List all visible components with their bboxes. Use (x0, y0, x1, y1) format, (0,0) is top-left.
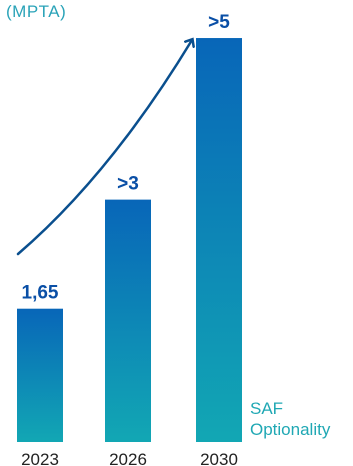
trend-arrow (16, 40, 192, 256)
unit-label: (MPTA) (6, 2, 67, 21)
value-label-2026: >3 (117, 174, 139, 195)
value-label-2023: 1,65 (22, 283, 59, 304)
bar-2026 (105, 199, 151, 442)
x-tick-label-2030: 2030 (200, 450, 238, 466)
x-tick-label-2026: 2026 (109, 450, 147, 466)
bar-2030 (196, 38, 242, 442)
saf-annotation-line-2: Optionality (250, 420, 331, 439)
x-tick-label-2023: 2023 (21, 450, 59, 466)
value-label-2030: >5 (208, 12, 230, 33)
saf-optionality-annotation: SAF Optionality (250, 398, 330, 440)
saf-annotation-line-1: SAF (250, 399, 284, 418)
bar-2023 (17, 308, 63, 442)
